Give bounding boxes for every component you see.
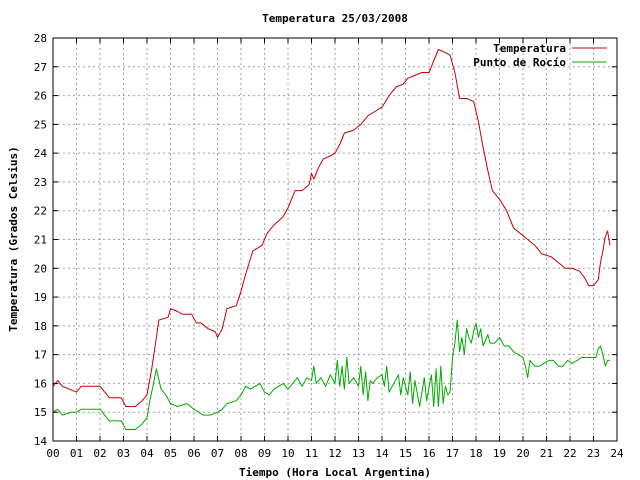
x-tick-label: 11: [305, 447, 318, 460]
y-tick-label: 15: [34, 406, 47, 419]
x-tick-label: 10: [281, 447, 294, 460]
y-tick-label: 21: [34, 234, 47, 247]
y-axis-label: Temperatura (Grados Celsius): [7, 146, 20, 331]
legend-label: Punto de Rocío: [473, 56, 566, 69]
x-tick-label: 07: [211, 447, 224, 460]
y-tick-label: 27: [34, 61, 47, 74]
x-tick-label: 02: [93, 447, 106, 460]
x-tick-label: 13: [352, 447, 365, 460]
grid: [53, 38, 617, 441]
series-lines: [52, 49, 611, 430]
y-tick-label: 23: [34, 176, 47, 189]
y-tick-label: 22: [34, 205, 47, 218]
x-tick-label: 03: [117, 447, 130, 460]
x-tick-label: 14: [375, 447, 389, 460]
y-tick-label: 20: [34, 262, 47, 275]
x-tick-label: 12: [328, 447, 341, 460]
ticks: 14 15 16 17 18 19 20 21 22 23 24 25 26 27 28 00 01 02 03 04…: [34, 32, 624, 460]
y-tick-label: 18: [34, 320, 47, 333]
y-tick-label: 16: [34, 377, 47, 390]
x-tick-label: 00: [46, 447, 59, 460]
x-tick-label: 08: [234, 447, 247, 460]
y-tick-label: 28: [34, 32, 47, 45]
x-tick-label: 21: [540, 447, 553, 460]
y-tick-label: 24: [34, 147, 48, 160]
x-tick-label: 06: [187, 447, 200, 460]
x-tick-label: 19: [493, 447, 506, 460]
y-tick-label: 14: [34, 435, 48, 448]
y-tick-label: 26: [34, 90, 47, 103]
y-tick-label: 17: [34, 349, 47, 362]
x-tick-label: 22: [563, 447, 576, 460]
x-tick-label: 05: [164, 447, 177, 460]
x-tick-label: 24: [610, 447, 624, 460]
series-line-punto-de-rocio: [52, 319, 610, 430]
x-tick-label: 01: [70, 447, 83, 460]
x-tick-label: 20: [516, 447, 529, 460]
legend-label: Temperatura: [493, 42, 566, 55]
x-tick-label: 09: [258, 447, 271, 460]
x-tick-label: 16: [422, 447, 435, 460]
y-tick-label: 25: [34, 118, 47, 131]
x-tick-label: 17: [446, 447, 459, 460]
x-axis-label: Tiempo (Hora Local Argentina): [239, 466, 431, 479]
series-line-temperatura: [52, 49, 611, 407]
chart-title: Temperatura 25/03/2008: [262, 12, 408, 25]
y-tick-label: 19: [34, 291, 47, 304]
x-tick-label: 15: [399, 447, 412, 460]
x-tick-label: 23: [587, 447, 600, 460]
x-tick-label: 04: [140, 447, 154, 460]
x-tick-label: 18: [469, 447, 482, 460]
